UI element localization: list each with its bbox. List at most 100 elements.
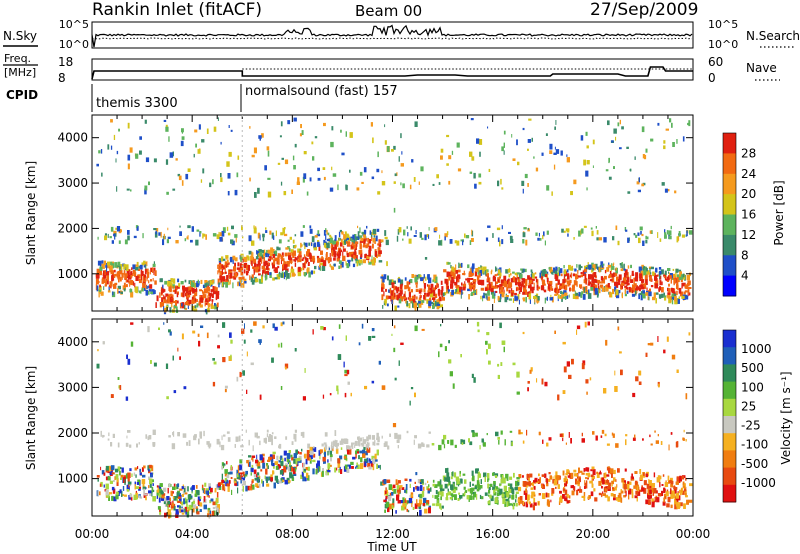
echo-cell [497, 374, 500, 379]
echo-cell [446, 285, 449, 290]
echo-cell [560, 150, 563, 156]
echo-cell [132, 281, 135, 286]
echo-cell [635, 272, 639, 278]
echo-cell [113, 480, 115, 482]
echo-cell [303, 173, 307, 179]
echo-cell [274, 257, 278, 262]
echo-cell [199, 231, 201, 237]
echo-cell [471, 156, 475, 161]
echo-cell [440, 324, 442, 327]
echo-cell [313, 447, 317, 452]
echo-cell [277, 254, 279, 258]
echo-cell [518, 429, 521, 435]
colorbar-swatch [723, 133, 736, 154]
echo-cell [386, 479, 391, 483]
echo-cell [527, 275, 530, 280]
echo-cell [196, 229, 200, 232]
echo-cell [248, 250, 252, 255]
echo-cell [247, 485, 250, 491]
echo-cell [186, 441, 188, 446]
echo-cell [237, 465, 240, 472]
echo-cell [468, 438, 470, 443]
echo-cell [303, 254, 306, 258]
echo-cell [621, 126, 624, 130]
echo-cell [440, 507, 442, 511]
echo-cell [592, 264, 596, 271]
echo-cell [369, 230, 372, 235]
station-title: Rankin Inlet (fitACF) [92, 0, 262, 20]
echo-cell [280, 255, 284, 260]
echo-cell [459, 470, 461, 477]
echo-cell [689, 272, 691, 277]
echo-cell [107, 438, 110, 441]
echo-cell [460, 239, 463, 242]
echo-cell [171, 502, 174, 507]
echo-cell [548, 283, 550, 290]
echo-cell [564, 295, 567, 300]
echo-cell [193, 500, 195, 504]
echo-cell [400, 298, 404, 301]
echo-cell [222, 276, 226, 282]
echo-cell [562, 470, 565, 476]
echo-cell [682, 136, 685, 142]
echo-cell [517, 277, 520, 281]
echo-cell [486, 349, 488, 355]
echo-cell [171, 506, 173, 511]
echo-cell [493, 285, 495, 289]
echo-cell [193, 308, 198, 312]
echo-cell [364, 385, 368, 390]
echo-cell [617, 468, 620, 473]
echo-cell [508, 274, 511, 278]
echo-cell [296, 181, 300, 185]
echo-cell [455, 264, 457, 271]
echo-cell [204, 283, 208, 288]
echo-cell [112, 433, 115, 438]
echo-cell [640, 294, 643, 301]
echo-cell [343, 456, 347, 459]
echo-cell [161, 496, 165, 501]
echo-cell [97, 491, 101, 496]
echo-cell [477, 329, 480, 333]
echo-cell [205, 234, 207, 240]
echo-cell [414, 503, 418, 509]
echo-cell [334, 244, 337, 250]
echo-cell [541, 378, 544, 385]
echo-cell [679, 271, 682, 277]
echo-cell [188, 440, 191, 446]
echo-cell [320, 326, 324, 330]
echo-cell [129, 147, 133, 153]
echo-cell [232, 259, 234, 264]
echo-cell [687, 291, 689, 297]
echo-cell [235, 436, 239, 442]
echo-cell [360, 249, 363, 254]
echo-cell [620, 489, 622, 492]
echo-cell [302, 476, 306, 482]
echo-cell [487, 225, 491, 228]
echo-cell [104, 235, 108, 241]
echo-cell [150, 474, 153, 478]
echo-cell [116, 494, 119, 499]
echo-cell [531, 278, 535, 281]
echo-cell [514, 272, 517, 276]
echo-cell [671, 354, 676, 360]
echo-cell [633, 280, 635, 284]
echo-cell [391, 333, 393, 336]
echo-cell [335, 467, 338, 471]
echo-cell [634, 283, 637, 287]
echo-cell [281, 271, 284, 274]
echo-cell [421, 442, 424, 447]
echo-cell [101, 260, 104, 264]
echo-cell [563, 366, 567, 373]
echo-cell [393, 347, 396, 353]
echo-cell [408, 238, 412, 244]
echo-cell [580, 470, 583, 473]
echo-cell [116, 273, 119, 278]
echo-cell [569, 274, 572, 277]
echo-cell [657, 232, 659, 238]
echo-cell [407, 287, 410, 292]
echo-cell [478, 181, 482, 185]
echo-cell [610, 273, 614, 278]
echo-cell [621, 262, 623, 266]
echo-cell [522, 297, 526, 302]
echo-cell [155, 230, 157, 235]
